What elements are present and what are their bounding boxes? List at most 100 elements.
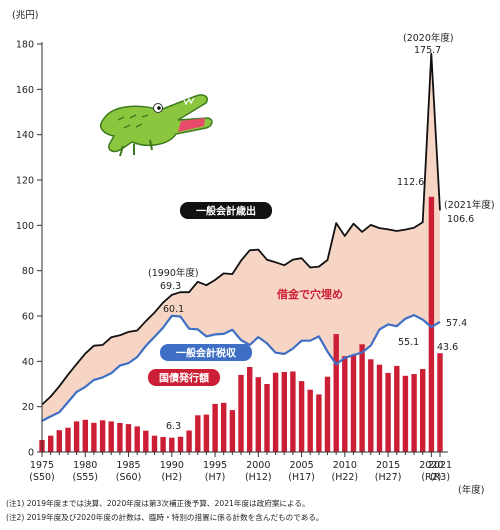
bond-bar xyxy=(247,367,253,452)
x-tick-sublabel: (S60) xyxy=(116,472,142,483)
bond-bar xyxy=(402,375,409,452)
legend-tax-label: 一般会計税収 xyxy=(176,347,237,360)
x-tick-sublabel: (H12) xyxy=(245,472,272,483)
x-tick-label: 2000 xyxy=(246,460,270,471)
bond-bar xyxy=(82,419,88,452)
y-tick-label: 180 xyxy=(16,40,34,51)
x-tick-label: 1985 xyxy=(116,460,140,471)
bond-bar xyxy=(143,430,149,452)
bond-bar xyxy=(117,423,123,452)
annotation-1990-tax: 60.1 xyxy=(163,304,184,315)
x-tick-label: 2010 xyxy=(333,460,357,471)
y-tick-label: 80 xyxy=(22,266,34,277)
x-tick-sublabel: (H2) xyxy=(161,472,182,483)
bond-bar xyxy=(307,389,313,452)
bond-bar xyxy=(160,437,166,452)
note-2: (注2) 2019年度及び2020年度の計数は、臨時・特別の措置に係る計数を含ん… xyxy=(6,513,324,522)
deficit-fill xyxy=(42,53,440,421)
y-tick-label: 100 xyxy=(16,221,34,232)
annotation-2021-bond: 43.6 xyxy=(437,342,458,353)
x-tick-label: 1995 xyxy=(203,460,227,471)
axes: 1975(S50)1980(S55)1985(S60)1990(H2)1995(… xyxy=(29,42,452,483)
x-tick-label: 2015 xyxy=(376,460,400,471)
bond-bar xyxy=(203,414,210,452)
bond-bar xyxy=(151,435,158,452)
x-tick-sublabel: (H27) xyxy=(375,472,402,483)
bond-bar xyxy=(125,424,132,452)
bond-bar xyxy=(376,364,383,452)
x-tick-sublabel: (S50) xyxy=(29,472,55,483)
bond-bar xyxy=(108,421,114,452)
x-axis-label: (年度) xyxy=(458,484,484,496)
bond-bar xyxy=(333,334,339,452)
annotation-1990-year: (1990年度) xyxy=(148,267,199,279)
bond-bar xyxy=(221,402,227,452)
note-1: (注1) 2019年度までは決算、2020年度は第3次補正後予算、2021年度は… xyxy=(6,499,310,508)
y-tick-label: 160 xyxy=(16,85,34,96)
y-tick-label: 40 xyxy=(22,357,34,368)
bond-bar xyxy=(298,381,305,452)
bond-bar xyxy=(428,196,435,452)
annotation-2020-bond: 112.6 xyxy=(397,177,424,188)
x-tick-label: 1990 xyxy=(160,460,184,471)
bond-bar xyxy=(264,384,270,452)
annotation-1990-bond: 6.3 xyxy=(166,421,181,432)
bond-bar xyxy=(272,372,279,452)
bond-bar xyxy=(342,356,348,452)
bond-bars xyxy=(39,196,443,452)
legend-tax: 一般会計税収 xyxy=(160,344,252,361)
bond-bar xyxy=(99,420,106,452)
series-lines xyxy=(41,52,441,422)
annotation-2021-tax: 57.4 xyxy=(446,318,467,329)
bond-bar xyxy=(91,422,97,452)
y-tick-label: 20 xyxy=(22,402,34,413)
bond-bar xyxy=(229,410,236,452)
x-tick-sublabel: (S55) xyxy=(72,472,98,483)
bond-bar xyxy=(290,371,296,452)
bond-bar xyxy=(324,376,331,452)
bond-bar xyxy=(411,374,417,452)
fill-label: 借金で穴埋め xyxy=(276,287,343,301)
y-tick-label: 0 xyxy=(28,448,34,459)
annotation-2020-spend: 175.7 xyxy=(414,45,441,56)
bond-bar xyxy=(48,435,54,452)
bond-bar xyxy=(316,394,322,452)
x-tick-sublabel: (H7) xyxy=(205,472,226,483)
x-tick-sublabel: (H17) xyxy=(288,472,315,483)
annotation-2021-year: (2021年度) xyxy=(444,199,495,211)
bond-bar xyxy=(169,437,175,452)
bond-bar xyxy=(359,344,365,452)
bond-bar xyxy=(177,436,184,452)
y-axis-label: (兆円) xyxy=(12,10,38,21)
x-tick-label: 1980 xyxy=(73,460,97,471)
annotation-2020-tax: 55.1 xyxy=(398,337,419,348)
y-tick-label: 140 xyxy=(16,130,34,141)
bond-bar xyxy=(212,403,218,452)
x-tick-label: 2020 xyxy=(419,460,443,471)
bond-bar xyxy=(255,377,261,452)
x-tick-label: 2005 xyxy=(289,460,313,471)
bond-bar xyxy=(73,421,80,452)
legend-spend-label: 一般会計歳出 xyxy=(196,205,256,218)
bond-bar xyxy=(281,372,287,452)
x-tick-sublabel: (R3) xyxy=(430,472,450,483)
bond-bar xyxy=(368,359,374,452)
x-tick-sublabel: (R2) xyxy=(421,472,441,483)
annotation-2021-spend: 106.6 xyxy=(447,214,474,225)
spend-line xyxy=(41,52,441,406)
x-tick-label: 1975 xyxy=(30,460,54,471)
bond-bar xyxy=(437,353,443,452)
tax-line xyxy=(41,314,441,422)
annotation-1990-spend: 69.3 xyxy=(160,281,181,292)
bond-bar xyxy=(238,374,244,452)
crocodile-illustration xyxy=(100,94,213,157)
bond-bar xyxy=(65,427,71,452)
y-tick-label: 60 xyxy=(22,312,34,323)
bond-bar xyxy=(56,430,62,452)
bond-bar xyxy=(195,415,201,452)
legend-spend: 一般会計歳出 xyxy=(180,202,272,219)
y-axis-ticks: 0 20 40 60 80 100 120 140 160 180 xyxy=(16,40,42,459)
bond-bar xyxy=(394,365,400,452)
x-tick-sublabel: (H22) xyxy=(331,472,358,483)
